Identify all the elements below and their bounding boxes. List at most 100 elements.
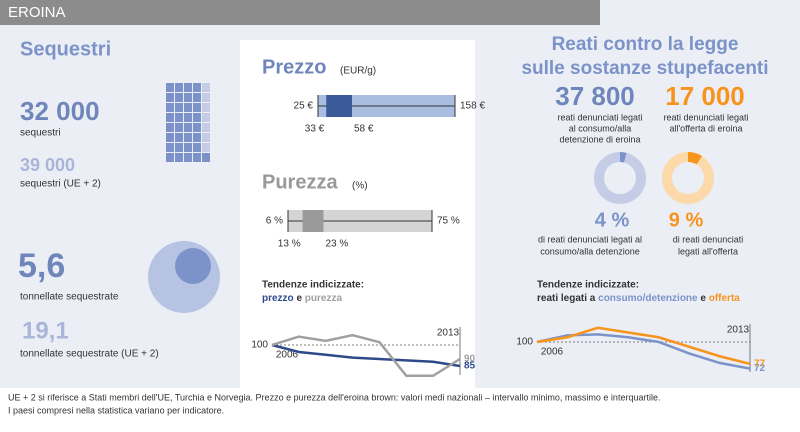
price-title: Prezzo: [262, 56, 326, 78]
square: [166, 93, 174, 102]
consumption-label: reati denunciati legati: [557, 112, 642, 122]
end-label: 72: [754, 363, 766, 374]
interquartile-box: [326, 95, 352, 117]
q1-label: 13 %: [278, 239, 301, 250]
legend-entry: purezza: [305, 293, 343, 304]
legend-entry: e: [698, 293, 709, 304]
end-label: 90: [464, 354, 476, 365]
year-label: 2013: [437, 328, 460, 339]
square: [193, 143, 201, 152]
share-label: 9 %: [669, 209, 704, 231]
square: [193, 93, 201, 102]
square: [175, 103, 183, 112]
q1-label: 33 €: [305, 124, 325, 135]
year-label: 2006: [276, 350, 299, 361]
square: [166, 103, 174, 112]
share-caption: legati all'offerta: [678, 246, 738, 256]
trend-title: Tendenze indicizzate:: [537, 280, 639, 291]
square: [184, 83, 192, 92]
seizures-title: Sequestri: [20, 38, 111, 60]
offences-title: Reati contro la legge: [552, 34, 739, 55]
max-label: 75 %: [437, 216, 460, 227]
tonnes-bubble: [175, 248, 211, 284]
interquartile-box: [302, 210, 324, 232]
square: [184, 153, 192, 162]
purity-title: Purezza: [262, 171, 338, 193]
trend-legend: reati legati a consumo/detenzione e offe…: [537, 293, 740, 304]
square: [184, 113, 192, 122]
seizures-count: 32 000: [20, 96, 100, 126]
baseline-label: 100: [516, 337, 533, 348]
square: [184, 143, 192, 152]
price-unit: (EUR/g): [340, 66, 376, 77]
square: [175, 83, 183, 92]
supply-label: reati denunciati legati: [663, 112, 748, 122]
seizures-count-eu: 39 000: [20, 155, 75, 175]
square: [202, 113, 210, 122]
end-label: 77: [754, 358, 766, 369]
square: [175, 153, 183, 162]
tonnes-eu: 19,1: [22, 317, 69, 344]
share-caption: di reati denunciati legati al: [538, 234, 642, 244]
supply-count: 17 000: [665, 81, 745, 111]
legend-entry: e: [294, 293, 305, 304]
legend-entry: consumo/detenzione: [598, 293, 698, 304]
square: [193, 153, 201, 162]
seizures-count-eu-label: sequestri (UE + 2): [20, 179, 101, 190]
square: [175, 133, 183, 142]
donut-segment: [619, 152, 627, 163]
square: [184, 103, 192, 112]
square: [193, 103, 201, 112]
footer-background: [0, 388, 800, 432]
square: [193, 123, 201, 132]
square: [175, 113, 183, 122]
square: [175, 93, 183, 102]
q3-label: 58 €: [354, 124, 374, 135]
legend-entry: reati legati a: [537, 293, 598, 304]
header-title: EROINA: [8, 4, 66, 21]
baseline-label: 100: [251, 340, 268, 351]
square: [166, 143, 174, 152]
square: [166, 153, 174, 162]
tonnes-label: tonnellate sequestrate: [20, 292, 119, 303]
year-label: 2013: [727, 325, 750, 336]
donut-segment: [687, 152, 702, 165]
min-label: 6 %: [266, 216, 283, 227]
trend-line: [271, 343, 461, 368]
footnote: UE + 2 si riferisce a Stati membri dell'…: [8, 392, 660, 402]
legend-entry: prezzo: [262, 293, 294, 304]
supply-label: all'offerta di eroina: [669, 123, 742, 133]
square: [175, 143, 183, 152]
square: [193, 133, 201, 142]
consumption-label: detenzione di eroina: [559, 134, 640, 144]
purity-unit: (%): [352, 181, 368, 192]
end-label: 85: [464, 361, 476, 372]
tonnes: 5,6: [18, 247, 65, 285]
seizures-count-label: sequestri: [20, 128, 61, 139]
square: [202, 153, 210, 162]
q3-label: 23 %: [325, 239, 348, 250]
consumption-label: al consumo/alla: [569, 123, 632, 133]
square: [166, 123, 174, 132]
square: [193, 113, 201, 122]
square: [202, 83, 210, 92]
square: [202, 133, 210, 142]
square: [184, 133, 192, 142]
square: [193, 83, 201, 92]
trend-line: [536, 326, 751, 366]
square: [184, 93, 192, 102]
share-label: 4 %: [595, 209, 630, 231]
square: [202, 103, 210, 112]
header-bar: [0, 0, 600, 25]
year-label: 2006: [541, 347, 564, 358]
square: [166, 133, 174, 142]
seizure-icon: [166, 83, 210, 162]
min-label: 25 €: [294, 101, 314, 112]
trend-legend: prezzo e purezza: [262, 293, 342, 304]
trend-title: Tendenze indicizzate:: [262, 280, 364, 291]
tonnes-eu-label: tonnellate sequestrate (UE + 2): [20, 349, 159, 360]
offences-title: sulle sostanze stupefacenti: [521, 58, 768, 79]
square: [202, 123, 210, 132]
square: [175, 123, 183, 132]
